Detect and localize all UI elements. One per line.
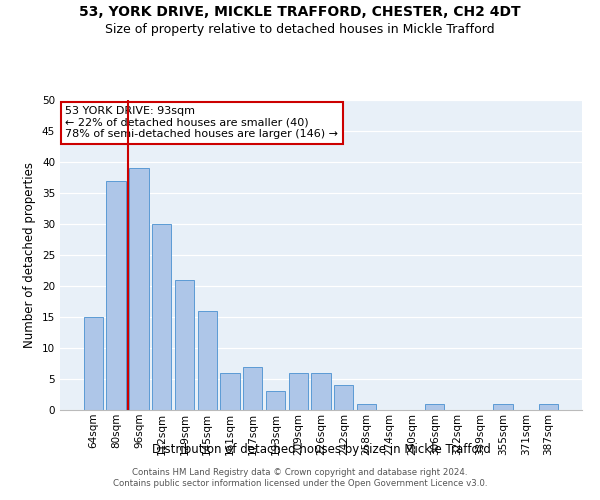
Text: Size of property relative to detached houses in Mickle Trafford: Size of property relative to detached ho… — [105, 22, 495, 36]
Bar — [266, 392, 285, 410]
Bar — [152, 224, 172, 410]
Bar — [243, 366, 262, 410]
Bar — [197, 311, 217, 410]
Bar — [539, 404, 558, 410]
Bar — [84, 317, 103, 410]
Bar — [493, 404, 513, 410]
Bar — [357, 404, 376, 410]
Y-axis label: Number of detached properties: Number of detached properties — [23, 162, 37, 348]
Bar — [425, 404, 445, 410]
Bar — [175, 280, 194, 410]
Bar — [129, 168, 149, 410]
Bar — [289, 373, 308, 410]
Bar — [220, 373, 239, 410]
Bar — [311, 373, 331, 410]
Bar — [334, 385, 353, 410]
Text: Distribution of detached houses by size in Mickle Trafford: Distribution of detached houses by size … — [152, 442, 490, 456]
Text: 53 YORK DRIVE: 93sqm
← 22% of detached houses are smaller (40)
78% of semi-detac: 53 YORK DRIVE: 93sqm ← 22% of detached h… — [65, 106, 338, 140]
Text: 53, YORK DRIVE, MICKLE TRAFFORD, CHESTER, CH2 4DT: 53, YORK DRIVE, MICKLE TRAFFORD, CHESTER… — [79, 5, 521, 19]
Bar — [106, 180, 126, 410]
Text: Contains HM Land Registry data © Crown copyright and database right 2024.
Contai: Contains HM Land Registry data © Crown c… — [113, 468, 487, 487]
